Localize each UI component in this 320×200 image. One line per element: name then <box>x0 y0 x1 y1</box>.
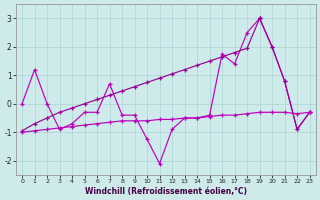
X-axis label: Windchill (Refroidissement éolien,°C): Windchill (Refroidissement éolien,°C) <box>85 187 247 196</box>
